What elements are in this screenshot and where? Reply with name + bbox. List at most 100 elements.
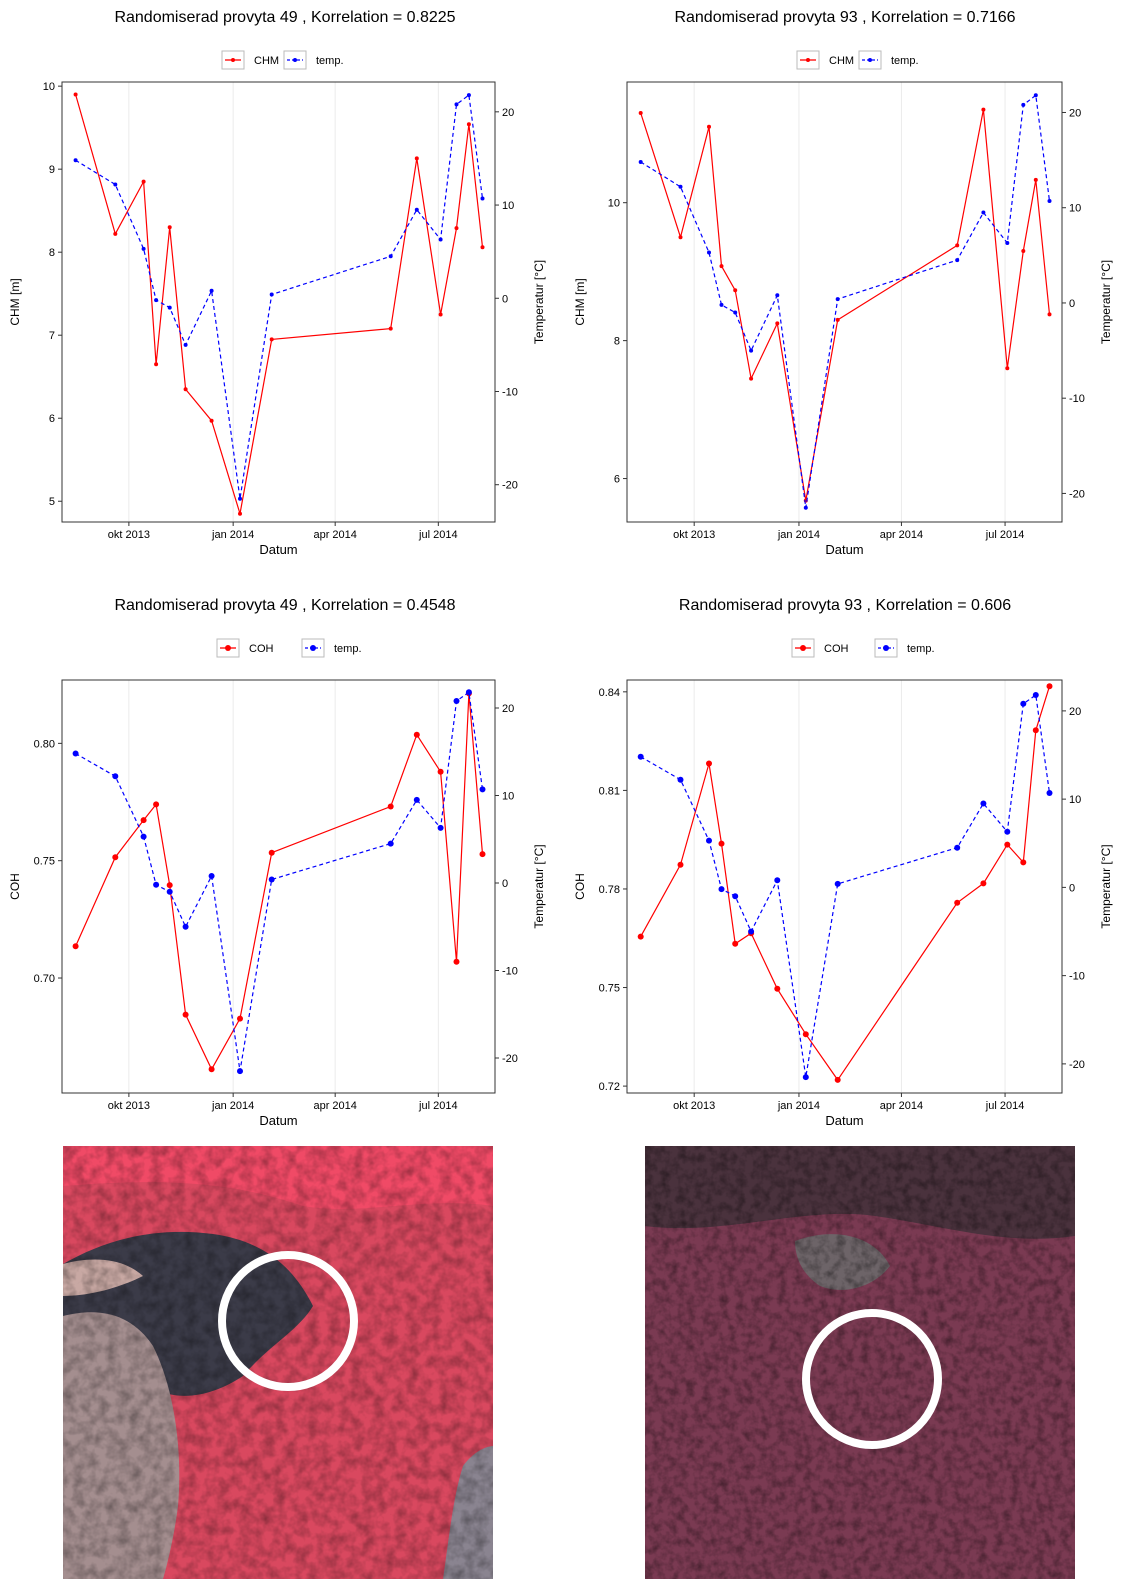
y-tick-label: 5 bbox=[49, 496, 55, 508]
data-point bbox=[774, 985, 781, 992]
data-point bbox=[388, 326, 393, 331]
data-point bbox=[113, 231, 118, 236]
data-point bbox=[802, 1031, 809, 1038]
data-point bbox=[955, 258, 960, 263]
y2-tick-label: -10 bbox=[502, 966, 518, 978]
data-point bbox=[980, 800, 987, 807]
legend-label-primary: CHM bbox=[829, 55, 854, 67]
data-point bbox=[154, 298, 159, 303]
y-tick-label: 8 bbox=[49, 247, 55, 259]
legend: CHM temp. bbox=[221, 50, 344, 70]
y2-tick-label: 20 bbox=[1069, 706, 1081, 718]
data-point bbox=[208, 873, 215, 879]
y-tick-label: 0.78 bbox=[599, 884, 620, 896]
data-point bbox=[453, 958, 460, 965]
data-point bbox=[454, 226, 459, 231]
data-point bbox=[438, 312, 443, 317]
panel-border bbox=[61, 81, 496, 523]
x-tick-label: jul 2014 bbox=[418, 1100, 458, 1112]
data-point bbox=[954, 899, 961, 906]
plot-circle-93 bbox=[802, 1309, 942, 1449]
y2-tick-label: 20 bbox=[502, 107, 514, 119]
data-point bbox=[707, 124, 711, 129]
data-point bbox=[466, 93, 471, 98]
data-point bbox=[1046, 790, 1053, 796]
legend-label-temp: temp. bbox=[891, 55, 919, 67]
data-point bbox=[803, 505, 808, 510]
data-point bbox=[140, 817, 147, 824]
y2-axis-label: Temperatur [°C] bbox=[532, 260, 546, 344]
x-tick-label: jan 2014 bbox=[211, 1100, 254, 1112]
plot-circle-49 bbox=[218, 1251, 358, 1391]
data-point bbox=[413, 796, 420, 803]
data-point bbox=[209, 418, 214, 423]
y2-tick-label: 0 bbox=[502, 878, 508, 890]
data-point bbox=[980, 880, 987, 887]
data-point bbox=[388, 254, 393, 259]
chart-title: Randomiserad provyta 93 , Korrelation = … bbox=[674, 9, 1015, 26]
y-tick-label: 0.84 bbox=[599, 687, 620, 699]
y2-tick-label: 20 bbox=[1069, 107, 1081, 119]
data-point bbox=[454, 102, 459, 107]
data-point bbox=[237, 1068, 243, 1075]
y-axis-label: CHM [m] bbox=[8, 278, 22, 325]
y2-tick-label: 0 bbox=[502, 293, 508, 305]
data-point bbox=[718, 840, 725, 847]
series-line bbox=[75, 94, 484, 499]
data-point bbox=[414, 207, 419, 212]
data-point bbox=[732, 940, 739, 947]
legend-key-box bbox=[301, 638, 325, 658]
legend-key-box bbox=[874, 638, 898, 658]
data-point bbox=[719, 302, 724, 307]
aerial-photo-plot-93 bbox=[645, 1146, 1075, 1579]
data-point bbox=[166, 888, 173, 895]
data-point bbox=[269, 337, 274, 342]
data-point bbox=[1033, 93, 1038, 98]
x-tick-label: jul 2014 bbox=[985, 529, 1025, 541]
data-point bbox=[637, 933, 644, 940]
data-point bbox=[1005, 366, 1010, 371]
y-tick-label: 0.80 bbox=[34, 738, 55, 750]
data-point bbox=[112, 773, 119, 780]
x-tick-label: okt 2013 bbox=[673, 529, 715, 541]
legend-key-box bbox=[283, 50, 307, 70]
data-point bbox=[182, 1011, 189, 1018]
data-point bbox=[954, 844, 961, 851]
series-temp bbox=[72, 689, 486, 1075]
data-point bbox=[73, 92, 78, 97]
y2-tick-label: -10 bbox=[502, 386, 518, 398]
data-point bbox=[1033, 177, 1038, 182]
y2-axis-label: Temperatur [°C] bbox=[1099, 260, 1113, 344]
y-tick-label: 10 bbox=[608, 198, 620, 210]
data-point bbox=[678, 184, 683, 189]
y2-tick-label: -20 bbox=[502, 480, 518, 492]
data-point bbox=[638, 111, 643, 115]
y2-tick-label: -20 bbox=[502, 1053, 518, 1065]
data-point bbox=[774, 877, 781, 884]
x-tick-label: jul 2014 bbox=[418, 529, 458, 541]
legend-key-box bbox=[221, 50, 245, 70]
y-axis-label: COH bbox=[8, 873, 22, 900]
x-tick-label: jan 2014 bbox=[777, 1100, 820, 1112]
data-point bbox=[706, 837, 712, 844]
panel-border bbox=[626, 679, 1063, 1094]
y-tick-label: 0.75 bbox=[34, 856, 55, 868]
series-temp bbox=[638, 93, 1052, 510]
data-point bbox=[141, 179, 146, 184]
data-point bbox=[637, 753, 644, 760]
data-point bbox=[677, 861, 684, 868]
data-point bbox=[113, 182, 118, 187]
chart-title: Randomiserad provyta 93 , Korrelation = … bbox=[679, 597, 1011, 614]
data-point bbox=[387, 840, 394, 847]
data-point bbox=[414, 156, 419, 161]
data-point bbox=[732, 893, 739, 900]
data-point bbox=[453, 698, 460, 704]
charts-layer: Randomiserad provyta 49 , Korrelation = … bbox=[8, 9, 1113, 1128]
data-point bbox=[1047, 199, 1052, 203]
data-point bbox=[749, 376, 754, 381]
data-point bbox=[73, 158, 78, 163]
data-point bbox=[1004, 841, 1011, 848]
series-temp bbox=[73, 93, 485, 501]
data-point bbox=[413, 731, 420, 738]
x-tick-label: jan 2014 bbox=[777, 529, 820, 541]
